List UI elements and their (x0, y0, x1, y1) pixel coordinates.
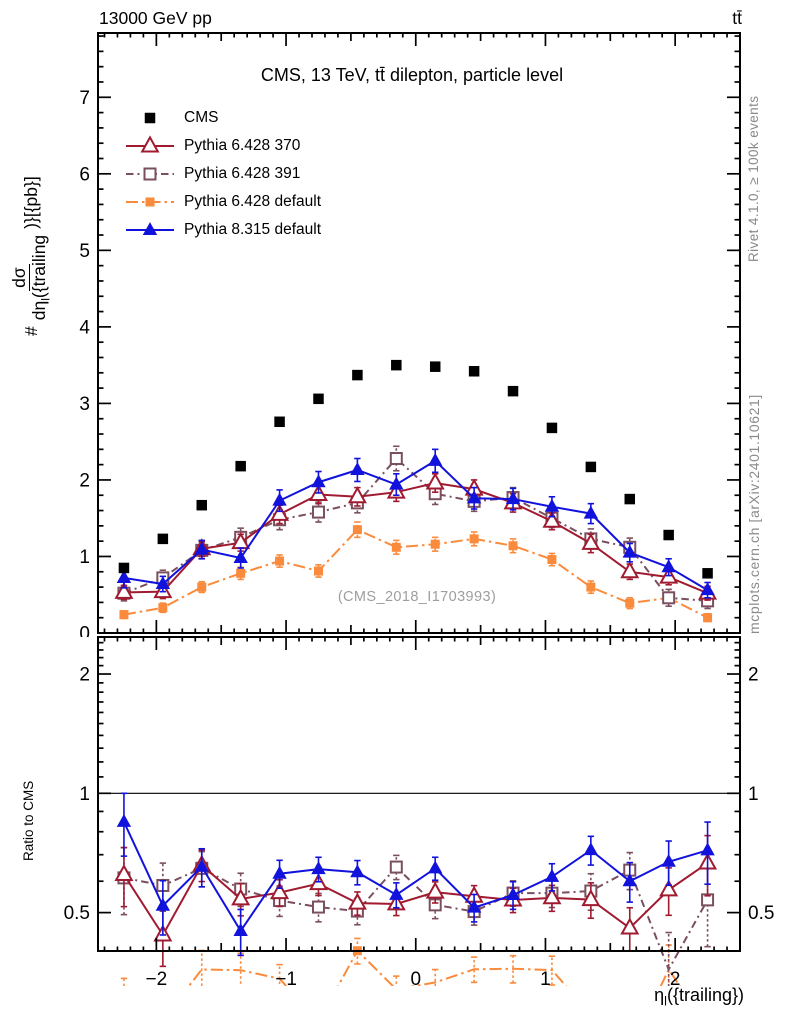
svg-text:2: 2 (748, 665, 759, 686)
legend-label: CMS (184, 109, 219, 126)
ratio-panel-series (114, 792, 718, 986)
legend-item-cms: CMS (124, 104, 321, 132)
ylabel-denominator: dηl({trailing (28, 234, 53, 321)
ratio-panel-background (98, 637, 740, 951)
legend-marker-open-square (126, 167, 174, 181)
legend-item-pythia-6-428-default: Pythia 6.428 default (124, 188, 321, 216)
main-y-tick-labels: 0 1 2 3 4 5 6 7 (79, 88, 90, 645)
x-tick-labels: −2 −1 0 1 2 (146, 969, 681, 990)
rivet-version-note: Rivet 4.1.0, ≥ 100k events (746, 95, 761, 262)
legend-marker-open-triangle (126, 135, 174, 153)
x-axis-title: ηl({trailing}) (654, 985, 744, 1009)
series-pythia-8-315-default (116, 792, 715, 957)
mcplots-reference-note: mcplots.cern.ch [arXiv:2401.10621] (746, 394, 762, 634)
svg-text:1: 1 (79, 784, 90, 805)
svg-text:0: 0 (79, 624, 90, 645)
svg-text:−2: −2 (146, 969, 168, 990)
ratio-y-tick-labels: 0.5 0.5 1 1 2 2 (64, 665, 775, 925)
legend-marker-filled-square (126, 197, 174, 207)
ratio-y-axis-title: Ratio to CMS (21, 780, 36, 861)
axis-ticks (98, 33, 740, 951)
svg-text:5: 5 (79, 241, 90, 262)
series-pythia-6-428-default (119, 521, 713, 623)
svg-text:0.5: 0.5 (748, 903, 774, 924)
legend-item-pythia-8-315-default: Pythia 8.315 default (124, 216, 321, 244)
series-pythia-8-315-default (116, 448, 715, 599)
svg-text:−1: −1 (275, 969, 297, 990)
svg-text:0: 0 (410, 969, 421, 990)
svg-text:1: 1 (540, 969, 551, 990)
legend-marker-filled-square (144, 112, 156, 124)
ylabel-numerator: dσ (9, 264, 30, 291)
legend-marker-filled-triangle (126, 222, 174, 236)
legend-label: Pythia 8.315 default (184, 221, 322, 238)
legend: CMS Pythia 6.428 370 Pythia 6.428 391 Pythi… (124, 104, 321, 244)
svg-text:1: 1 (748, 784, 759, 805)
legend-label: Pythia 6.428 370 (184, 137, 301, 154)
svg-text:0.5: 0.5 (64, 903, 90, 924)
legend-label: Pythia 6.428 391 (184, 165, 301, 182)
beam-energy-label: 13000 GeV pp (99, 8, 212, 28)
svg-text:2: 2 (79, 665, 90, 686)
legend-item-pythia-6-428-391: Pythia 6.428 391 (124, 160, 321, 188)
legend-item-pythia-6-428-370: Pythia 6.428 370 (124, 132, 321, 160)
svg-text:2: 2 (79, 470, 90, 491)
svg-text:3: 3 (79, 394, 90, 415)
svg-text:1: 1 (79, 547, 90, 568)
plot-title: CMS, 13 TeV, tt̄ dilepton, particle leve… (260, 65, 564, 85)
svg-text:7: 7 (79, 88, 90, 109)
ylabel-fraction: dσ dηl({trailing (9, 233, 53, 322)
ylabel-suffix: )}[{pb}] (20, 176, 41, 229)
series-pythia-6-428-370 (114, 472, 718, 601)
main-y-axis-title: # dσ dηl({trailing )}[{pb}] (9, 176, 53, 336)
svg-text:6: 6 (79, 164, 90, 185)
legend-label: Pythia 6.428 default (184, 193, 322, 210)
main-panel-series (114, 359, 718, 623)
process-label: tt̄ (732, 8, 742, 28)
analysis-id-watermark: (CMS_2018_I1703993) (337, 589, 497, 605)
ylabel-prefix: # (20, 326, 41, 336)
main-panel-frame (97, 32, 741, 634)
svg-text:4: 4 (79, 317, 90, 338)
svg-text:2: 2 (670, 969, 681, 990)
series-cms (118, 359, 713, 579)
